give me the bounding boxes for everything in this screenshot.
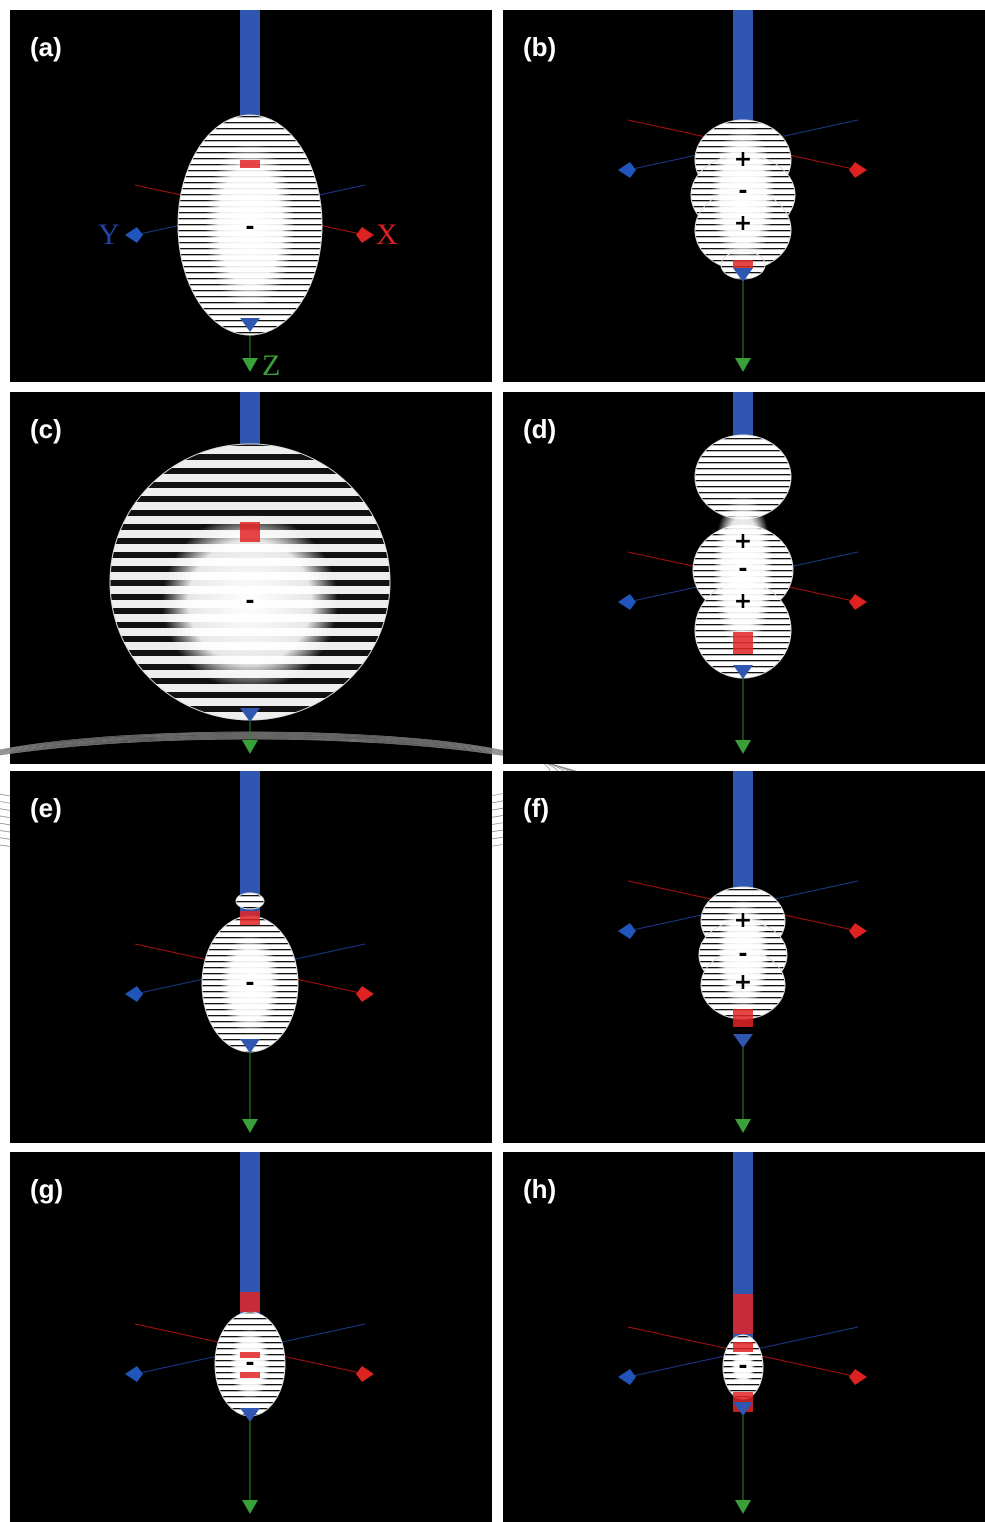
x-axis-label: X xyxy=(376,218,398,251)
polarity-sign: - xyxy=(245,1351,254,1376)
polarity-sign: + xyxy=(734,589,752,614)
panel: (d) + - + xyxy=(503,392,985,764)
z-axis-label: Z xyxy=(262,349,280,382)
polarity-sign: - xyxy=(738,557,747,582)
electrode xyxy=(240,1292,260,1312)
panel: (f) + - + xyxy=(503,771,985,1143)
electrode xyxy=(733,1294,753,1334)
electrode xyxy=(733,260,753,268)
electrode xyxy=(240,522,260,542)
electrode xyxy=(733,632,753,654)
polarity-sign: - xyxy=(245,589,254,614)
y-axis-label: Y xyxy=(98,218,120,251)
polarity-sign: + xyxy=(734,147,752,172)
polarity-sign: - xyxy=(245,215,254,240)
page: {"panels":[ {"label":"(a)","signs":["-"]… xyxy=(0,0,985,1522)
panel-label: (d) xyxy=(523,414,556,444)
polarity-sign: - xyxy=(738,1354,747,1379)
polarity-sign: + xyxy=(734,529,752,554)
panel-label: (g) xyxy=(30,1174,63,1204)
panel-label: (c) xyxy=(30,414,62,444)
figure: (a)-YXZ(b)+-+(c)-(d)+-+(e)-(f)+-+(g)-(h)… xyxy=(0,0,985,1522)
panel: (e) - xyxy=(10,771,492,1143)
polarity-sign: + xyxy=(734,970,752,995)
panel-label: (b) xyxy=(523,32,556,62)
polarity-sign: - xyxy=(245,971,254,996)
panel: (b) + - + xyxy=(503,10,985,382)
panel: (g) - xyxy=(10,1152,492,1522)
electrode xyxy=(733,1009,753,1027)
panel-label: (e) xyxy=(30,793,62,823)
electrode xyxy=(240,911,260,925)
field-shell xyxy=(236,893,264,909)
panel-label: (a) xyxy=(30,32,62,62)
electrode xyxy=(240,160,260,168)
panel-label: (f) xyxy=(523,793,549,823)
electrode xyxy=(733,1342,753,1352)
polarity-sign: + xyxy=(734,908,752,933)
panel: (h) - xyxy=(503,1152,985,1522)
polarity-sign: - xyxy=(738,179,747,204)
panel: (a) - Y X Z xyxy=(10,10,492,382)
polarity-sign: + xyxy=(734,211,752,236)
panel-label: (h) xyxy=(523,1174,556,1204)
polarity-sign: - xyxy=(738,942,747,967)
